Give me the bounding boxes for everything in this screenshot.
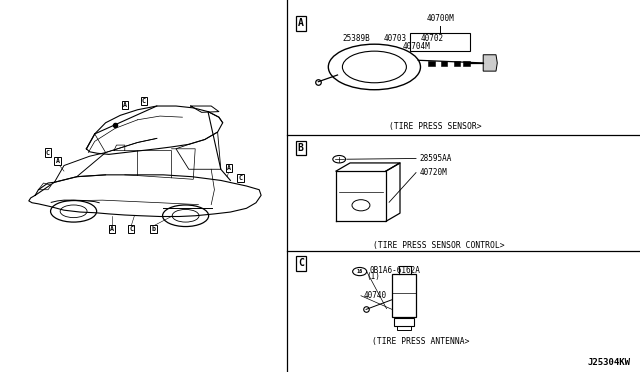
Text: C: C — [129, 226, 133, 232]
Text: 40720M: 40720M — [419, 168, 447, 177]
Text: 0B1A6-6162A: 0B1A6-6162A — [370, 266, 420, 275]
Text: 40702: 40702 — [421, 34, 444, 43]
Bar — [441, 61, 447, 66]
Bar — [397, 326, 411, 330]
Text: 40704M: 40704M — [403, 42, 431, 51]
Text: 28595AA: 28595AA — [419, 154, 452, 163]
Bar — [428, 61, 435, 66]
Bar — [463, 61, 470, 66]
Text: 40700M: 40700M — [426, 15, 454, 23]
Bar — [410, 33, 470, 51]
Polygon shape — [483, 55, 497, 71]
Text: (TIRE PRESS SENSOR>: (TIRE PRESS SENSOR> — [389, 122, 481, 131]
Text: A: A — [110, 226, 114, 232]
Text: A: A — [123, 102, 127, 108]
Text: 16: 16 — [356, 269, 363, 274]
Text: B: B — [298, 143, 304, 153]
Text: 40740: 40740 — [364, 291, 387, 300]
Text: J25304KW: J25304KW — [588, 358, 630, 367]
Text: C: C — [46, 150, 50, 155]
Text: (1): (1) — [366, 272, 380, 281]
Text: C: C — [239, 175, 243, 181]
Text: A: A — [56, 158, 60, 164]
Text: A: A — [298, 19, 304, 28]
Text: b: b — [152, 226, 156, 232]
Bar — [454, 61, 460, 66]
Bar — [392, 274, 416, 317]
Text: 25389B: 25389B — [342, 34, 370, 43]
Text: A: A — [227, 165, 231, 171]
Text: C: C — [298, 259, 304, 268]
Text: (TIRE PRESS SENSOR CONTROL>: (TIRE PRESS SENSOR CONTROL> — [372, 241, 504, 250]
Bar — [394, 318, 414, 326]
Text: (TIRE PRESS ANTENNA>: (TIRE PRESS ANTENNA> — [372, 337, 470, 346]
Text: C: C — [142, 98, 146, 104]
Text: 40703: 40703 — [384, 34, 407, 43]
